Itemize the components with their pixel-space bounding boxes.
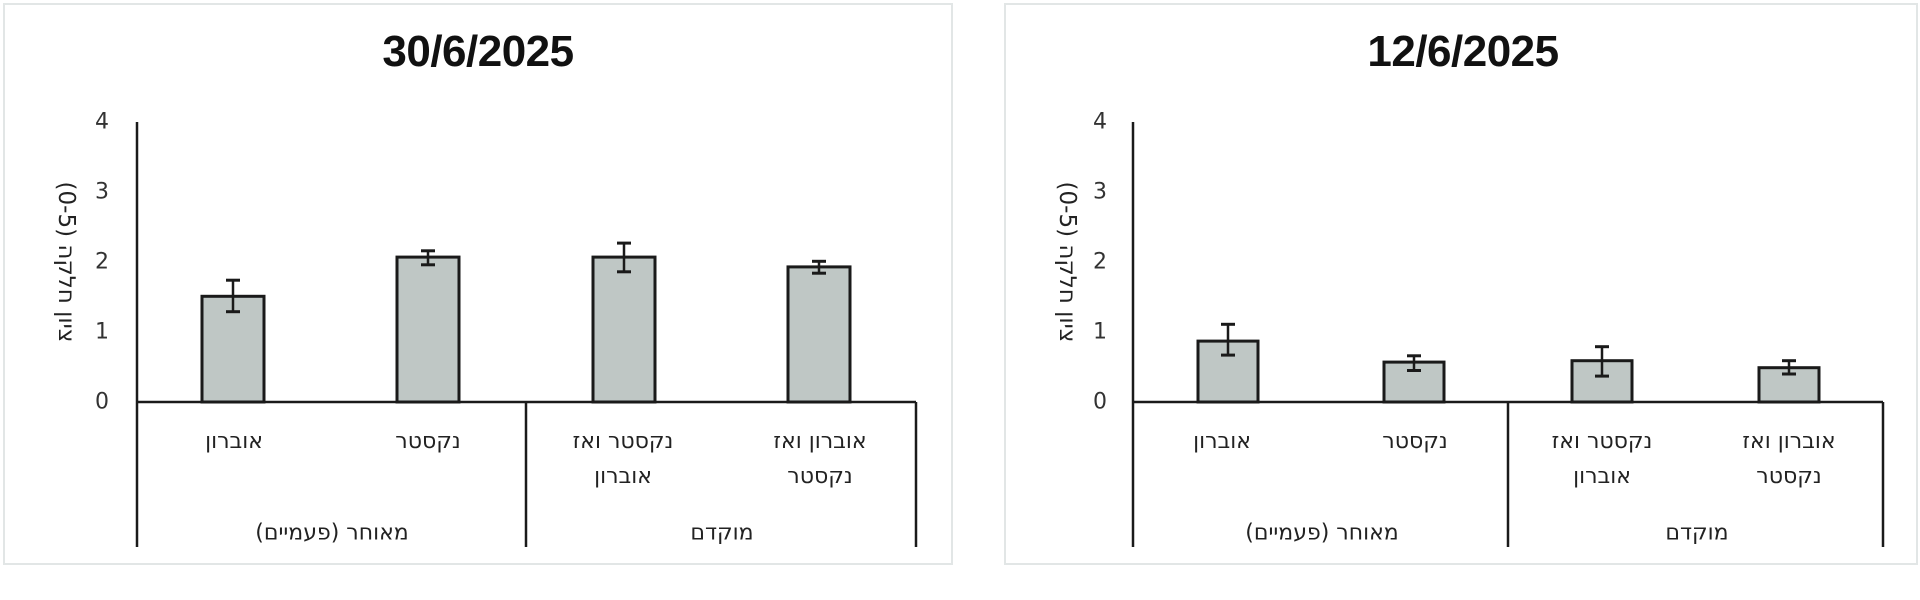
category-label: נקסטר ואז אוברון [572, 429, 674, 489]
y-tick-4: 4 [1093, 109, 1107, 135]
plot-area-12-6-2025 [1131, 122, 1885, 547]
category-label: אוברון [1193, 429, 1251, 454]
y-tick-1: 1 [95, 319, 109, 345]
category-label: אוברון ואז נקסטר [773, 429, 867, 489]
category-label: נקסטר ואז אוברון [1551, 429, 1653, 489]
chart-panel-12-6-2025 [1004, 3, 1918, 565]
chart-title: 30/6/2025 [382, 27, 574, 76]
group-label: מוקדם [1665, 520, 1729, 546]
bar [395, 255, 461, 404]
y-axis-label: ציון חלקה (0-5) [1054, 181, 1080, 343]
group-label: מוקדם [690, 520, 754, 546]
y-tick-2: 2 [1093, 249, 1107, 275]
group-label: מאוחר (פעמיים) [1245, 520, 1399, 546]
y-tick-3: 3 [95, 179, 109, 205]
category-label: אוברון ואז נקסטר [1742, 429, 1836, 489]
plot-area-30-6-2025 [135, 122, 918, 547]
y-tick-3: 3 [1093, 179, 1107, 205]
y-axis-label: ציון חלקה (0-5) [53, 181, 79, 343]
y-tick-2: 2 [95, 249, 109, 275]
y-tick-0: 0 [1093, 389, 1107, 415]
category-label: נקסטר [395, 429, 461, 454]
y-tick-4: 4 [95, 109, 109, 135]
y-tick-0: 0 [95, 389, 109, 415]
bar [591, 255, 657, 404]
chart-title: 12/6/2025 [1367, 27, 1559, 76]
y-tick-1: 1 [1093, 319, 1107, 345]
group-label: מאוחר (פעמיים) [255, 520, 409, 546]
category-label: אוברון [205, 429, 263, 454]
category-label: נקסטר [1382, 429, 1448, 454]
bar [786, 265, 852, 404]
